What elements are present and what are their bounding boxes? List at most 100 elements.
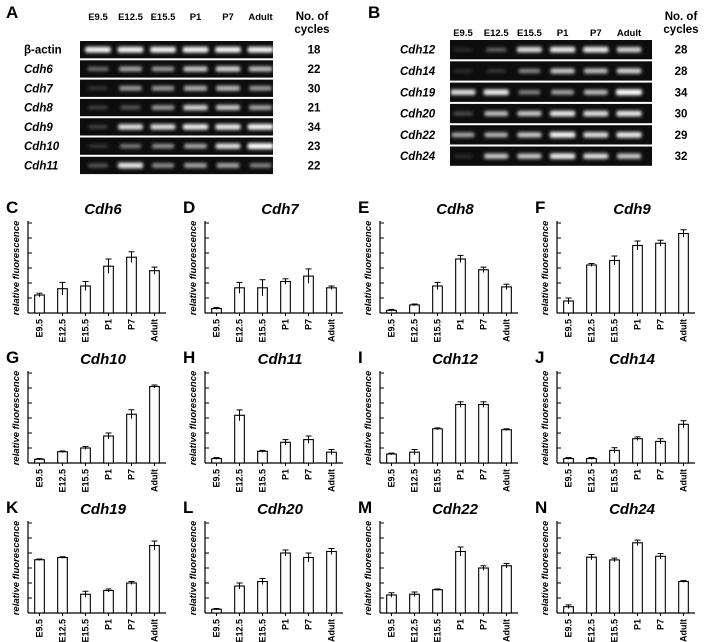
gel-row: β-actin 18: [24, 41, 321, 59]
x-tick-label: E12.5: [235, 469, 245, 493]
x-tick-label: P7: [304, 469, 314, 480]
x-tick-label: Adult: [679, 469, 689, 492]
gel-band: [583, 110, 609, 117]
x-tick-label: P1: [104, 619, 114, 630]
y-axis-label: relative fluorescence: [11, 520, 22, 615]
x-tick-label: E9.5: [564, 319, 574, 338]
gene-label: Cdh12: [400, 45, 436, 57]
gel-lane-strip: [80, 98, 273, 117]
lane-label: P7: [222, 12, 234, 23]
lane-label: Adult: [248, 12, 273, 23]
cycle-count: 22: [308, 64, 321, 76]
bar: [303, 556, 314, 614]
cycle-count: 30: [308, 83, 321, 95]
gel-row: Cdh14 28: [400, 61, 688, 81]
bar: [655, 555, 666, 614]
y-axis-label: relative fluorescence: [540, 370, 551, 465]
bar: [386, 453, 397, 464]
x-tick-label: P1: [456, 619, 466, 630]
cycle-count: 32: [675, 151, 688, 163]
gel-band: [453, 48, 473, 52]
y-axis-label: relative fluorescence: [540, 520, 551, 615]
x-tick-label: Adult: [502, 619, 512, 642]
bar: [126, 413, 137, 464]
x-tick-label: E15.5: [433, 469, 443, 493]
gene-label: Cdh7: [24, 83, 53, 95]
gel-band: [183, 104, 208, 111]
x-tick-label: Adult: [679, 319, 689, 342]
bar: [655, 440, 666, 464]
x-tick-label: Adult: [150, 619, 160, 642]
chart-title: Cdh20: [257, 501, 304, 518]
gel-band: [117, 46, 144, 53]
y-axis-label: relative fluorescence: [363, 220, 374, 315]
panel-label: H: [183, 348, 195, 367]
gel-band: [549, 46, 576, 53]
lane-label: P1: [557, 28, 569, 39]
x-tick-label: P1: [281, 619, 291, 630]
x-tick-label: P7: [479, 469, 489, 480]
bar: [678, 232, 689, 314]
gel-band: [516, 46, 542, 53]
x-tick-label: E9.5: [212, 619, 222, 638]
bar: [280, 441, 291, 464]
bar-chart-m: M Cdh22 relative fluorescence E9.5 E12.5 E15.…: [358, 498, 518, 642]
bar: [609, 559, 620, 614]
cycle-count: 18: [308, 45, 321, 57]
bar: [326, 550, 337, 614]
bar: [386, 594, 397, 614]
gene-label: Cdh10: [24, 141, 60, 153]
gel-band: [216, 163, 240, 168]
bar: [609, 259, 620, 314]
bar: [280, 280, 291, 314]
gel-band: [583, 89, 608, 95]
bar: [586, 264, 597, 314]
chart-title: Cdh8: [436, 201, 474, 218]
x-tick-label: E12.5: [58, 619, 68, 642]
gel-band: [484, 132, 508, 138]
x-tick-label: P7: [479, 619, 489, 630]
gel-band: [249, 163, 272, 168]
y-axis-label: relative fluorescence: [363, 520, 374, 615]
gel-row: Cdh8 21: [24, 98, 321, 117]
x-tick-label: P7: [656, 319, 666, 330]
gel-band: [453, 154, 473, 158]
bar: [586, 556, 597, 614]
gene-label: Cdh24: [400, 151, 436, 163]
bar-chart-c: C Cdh6 relative fluorescence E9.5 E12.5 E15.5…: [6, 198, 166, 343]
bar: [257, 450, 268, 464]
panel-label: F: [535, 198, 545, 217]
panel-label: N: [535, 498, 547, 517]
x-tick-label: E9.5: [212, 319, 222, 338]
gene-label: Cdh22: [400, 130, 436, 142]
gel-band: [119, 144, 142, 149]
gel-band: [150, 46, 176, 53]
panel-label: C: [6, 198, 18, 217]
y-axis-label: relative fluorescence: [11, 220, 22, 315]
x-tick-label: E12.5: [587, 619, 597, 642]
gel-band: [616, 68, 642, 74]
gel-band: [249, 105, 272, 110]
gel-band: [183, 66, 208, 72]
gene-label: Cdh6: [24, 64, 53, 76]
gel-band: [518, 68, 541, 74]
bar: [103, 589, 114, 614]
gel-row: Cdh11 22: [24, 156, 320, 175]
y-axis-label: relative fluorescence: [188, 370, 199, 465]
x-tick-label: E12.5: [410, 469, 420, 493]
bar: [432, 428, 443, 464]
x-tick-label: E12.5: [410, 319, 420, 343]
gel-band: [247, 143, 274, 150]
gene-label: Cdh20: [400, 109, 436, 121]
x-tick-label: P7: [304, 619, 314, 630]
gel-band: [119, 85, 142, 91]
x-tick-label: E15.5: [610, 319, 620, 343]
cycles-header: No. of: [296, 11, 329, 23]
x-tick-label: E9.5: [387, 619, 397, 638]
bar: [149, 385, 160, 464]
panel-label: I: [358, 348, 363, 367]
bar: [455, 258, 466, 314]
gel-band: [549, 131, 576, 138]
gel-band: [483, 89, 509, 96]
